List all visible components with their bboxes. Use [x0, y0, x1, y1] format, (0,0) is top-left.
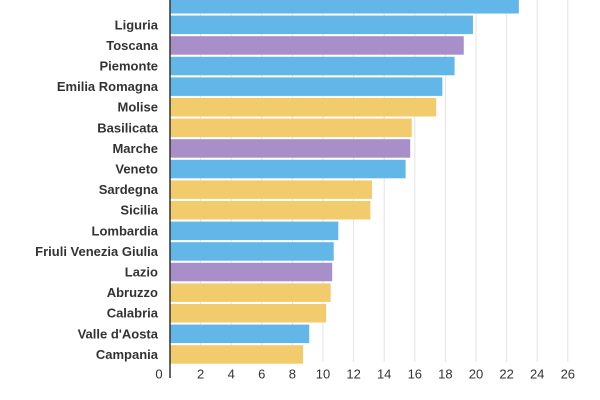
- bar: [170, 139, 411, 158]
- x-tick-label: 16: [408, 366, 422, 381]
- x-tick-label: 4: [228, 366, 235, 381]
- x-tick-labels: 0 2 4 6 8 10 12 14 16 18 20 22 24 26: [155, 366, 575, 381]
- bar: [170, 345, 304, 364]
- x-tick-label: 6: [258, 366, 265, 381]
- category-label: Basilicata: [97, 120, 158, 135]
- category-label: Piemonte: [99, 58, 158, 73]
- category-label: Valle d'Aosta: [78, 326, 159, 341]
- x-tick-label: 20: [469, 366, 483, 381]
- category-label: Lazio: [125, 264, 158, 279]
- category-label: Campania: [96, 347, 159, 362]
- bar: [170, 98, 437, 117]
- category-label: Sicilia: [120, 203, 158, 218]
- bar: [170, 159, 406, 179]
- bar: [170, 304, 327, 323]
- x-tick-label: 8: [289, 366, 296, 381]
- bar: [170, 36, 464, 55]
- category-label: Liguria: [115, 17, 159, 32]
- x-tick-label: 14: [377, 366, 391, 381]
- bar: [170, 201, 371, 220]
- x-tick-label: 0: [155, 366, 162, 381]
- category-label: Friuli Venezia Giulia: [35, 244, 159, 259]
- x-tick-label: 26: [561, 366, 575, 381]
- bar: [170, 118, 412, 138]
- x-tick-label: 2: [197, 366, 204, 381]
- x-tick-label: 10: [316, 366, 330, 381]
- bar: [170, 56, 455, 76]
- x-tick-label: 22: [499, 366, 513, 381]
- category-label: Abruzzo: [107, 285, 158, 300]
- bar: [170, 15, 473, 35]
- category-label: Sardegna: [99, 182, 159, 197]
- category-label: Veneto: [115, 161, 158, 176]
- category-label: Molise: [118, 100, 158, 115]
- category-label: Calabria: [107, 306, 159, 321]
- bars: [170, 0, 519, 364]
- bar: [170, 262, 333, 282]
- bar: [170, 324, 310, 344]
- category-label: Emilia Romagna: [57, 79, 159, 94]
- x-tick-label: 12: [346, 366, 360, 381]
- bar: [170, 180, 372, 199]
- category-label: Toscana: [106, 38, 159, 53]
- category-label: Marche: [112, 141, 158, 156]
- category-labels: Liguria Toscana Piemonte Emilia Romagna Moli…: [35, 17, 159, 362]
- bar: [170, 221, 339, 241]
- category-label: Lombardia: [92, 223, 159, 238]
- bar: [170, 77, 443, 96]
- x-tick-label: 24: [530, 366, 544, 381]
- bar: [170, 242, 334, 261]
- x-tick-label: 18: [438, 366, 452, 381]
- bar: [170, 283, 331, 302]
- bar: [170, 0, 519, 14]
